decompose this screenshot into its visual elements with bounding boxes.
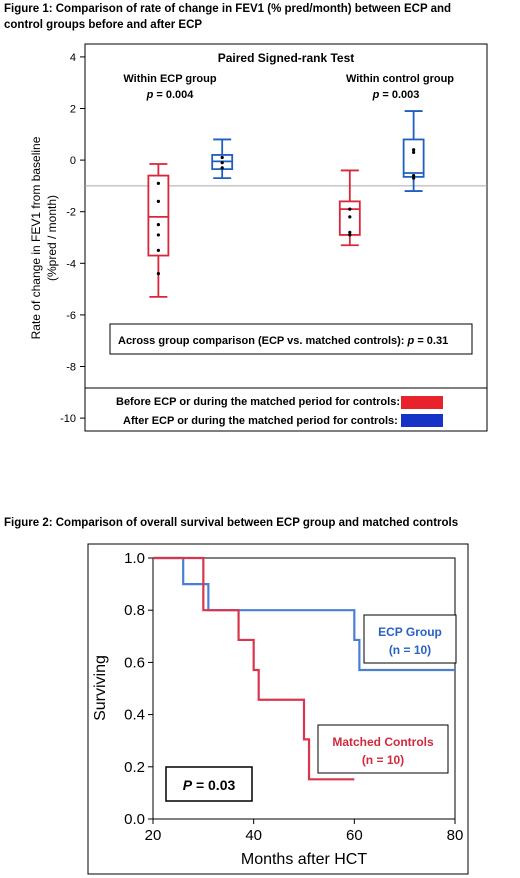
controls-survival-curve [153, 556, 355, 781]
p-value-text: P = 0.03 [183, 777, 236, 793]
figure2-chart: 20 40 60 80 0.0 0.2 0.4 0.6 0.8 1.0 ECP Group (n … [87, 543, 469, 875]
y-tick-label: -8 [66, 362, 76, 374]
figure2-caption: Figure 2: Comparison of overall survival… [4, 517, 459, 529]
figure1-caption-line1: Figure 1: Comparison of rate of change i… [4, 3, 452, 15]
across-group-text: Across group comparison (ECP vs. matched… [118, 335, 448, 347]
data-point [156, 233, 160, 237]
chart-title: Paired Signed-rank Test [218, 51, 354, 65]
y-tick-label: -2 [66, 207, 76, 219]
data-point [220, 161, 224, 165]
y-tick-label: -6 [66, 310, 76, 322]
data-point [348, 207, 352, 211]
y-axis-title: Surviving [92, 655, 109, 721]
x-tick-label: 20 [145, 827, 162, 844]
y-tick-label: -4 [66, 258, 76, 270]
legend-label-after: After ECP or during the matched period f… [123, 415, 398, 427]
box-control-before [338, 169, 361, 247]
data-point [156, 272, 160, 276]
figure1-caption-line2: control groups before and after ECP [4, 19, 203, 31]
legend-swatch-before [401, 396, 443, 409]
y-tick-label: -10 [60, 413, 76, 425]
data-point [156, 181, 160, 185]
y-tick-label: 0.4 [124, 707, 145, 724]
group-p-ecp: p = 0.004 [146, 89, 195, 101]
box-control-after [402, 110, 425, 192]
box-iqr [402, 138, 425, 178]
y-tick-label: 0.2 [124, 759, 145, 776]
data-point [412, 150, 416, 154]
y-tick-label: 4 [70, 52, 76, 64]
group-label-ecp: Within ECP group [123, 73, 216, 85]
data-point [412, 148, 416, 152]
box-ECP-before [147, 163, 170, 298]
x-tick-label: 80 [447, 827, 464, 844]
y-tick-label: 0.8 [124, 602, 145, 619]
data-point [348, 230, 352, 234]
plot-area [152, 557, 456, 820]
figure2-outer-frame [87, 543, 469, 875]
x-axis-title: Months after HCT [241, 851, 367, 868]
data-point [156, 248, 160, 252]
data-point [412, 176, 416, 180]
plot-frame [84, 43, 488, 432]
controls-label-box [317, 724, 449, 774]
ecp-group-n: (n = 10) [389, 643, 431, 657]
y-tick-label: 0.6 [124, 654, 145, 671]
group-p-control: p = 0.003 [372, 89, 420, 101]
y-tick-label: 0 [70, 155, 76, 167]
y-tick-label: 2 [70, 104, 76, 116]
data-point [348, 215, 352, 219]
ecp-group-label: ECP Group [378, 625, 442, 639]
y-tick-label: 0.0 [124, 811, 145, 828]
legend-label-before: Before ECP or during the matched period … [116, 396, 400, 408]
ecp-label-box [363, 614, 457, 664]
controls-n: (n = 10) [362, 753, 404, 767]
x-tick-label: 60 [346, 827, 363, 844]
data-point [220, 155, 224, 160]
y-axis-title-line1: Rate of change in FEV1 from baseline [29, 136, 43, 339]
controls-label: Matched Controls [332, 735, 434, 749]
data-point [156, 223, 160, 227]
data-point [412, 173, 416, 178]
across-group-box [109, 323, 473, 355]
figure1-chart: 4 2 0 -2 -4 -6 -8 -10 Paired Signed-rank Test W… [29, 43, 488, 432]
x-tick-label: 40 [245, 827, 262, 844]
group-label-control: Within control group [346, 73, 454, 85]
p-value-box [165, 766, 253, 802]
data-point [348, 233, 352, 237]
ecp-survival-curve [153, 556, 455, 672]
legend-swatch-after [401, 414, 443, 427]
data-point [220, 166, 224, 170]
y-axis-title-line2: (%pred / month) [45, 195, 59, 281]
y-tick-label: 1.0 [124, 550, 145, 567]
box-ECP-after [211, 138, 234, 180]
data-point [156, 199, 160, 203]
box-iqr [147, 174, 170, 257]
